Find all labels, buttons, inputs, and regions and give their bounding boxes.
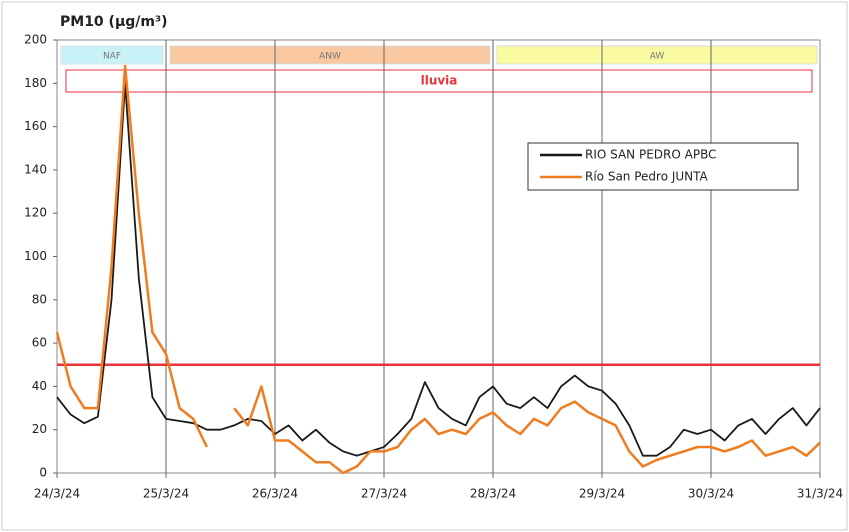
y-tick-label: 100 (24, 249, 47, 263)
x-tick-label: 26/3/24 (252, 487, 298, 501)
x-tick-label: 31/3/24 (797, 487, 843, 501)
y-tick-label: 40 (32, 379, 47, 393)
x-tick-label: 29/3/24 (579, 487, 625, 501)
series-line (56, 82, 821, 457)
series-line (55, 64, 821, 475)
period-band (60, 45, 164, 65)
legend-label: RIO SAN PEDRO APBC (585, 148, 716, 162)
period-band (169, 45, 491, 65)
y-tick-label: 140 (24, 162, 47, 176)
chart-title: PM10 (µg/m³) (60, 14, 168, 30)
x-tick-label: 28/3/24 (470, 487, 516, 501)
y-tick-label: 160 (24, 119, 47, 133)
band-label: ANW (319, 52, 341, 62)
y-tick-label: 200 (24, 33, 47, 47)
y-tick-label: 0 (39, 466, 47, 480)
x-tick-label: 30/3/24 (688, 487, 734, 501)
legend-box (527, 142, 799, 191)
band-label: AW (650, 52, 665, 62)
period-band (496, 45, 818, 65)
band-label: NAF (103, 52, 121, 62)
y-tick-label: 180 (24, 76, 47, 90)
x-tick-label: 24/3/24 (34, 487, 80, 501)
y-tick-label: 60 (32, 336, 47, 350)
x-tick-label: 25/3/24 (143, 487, 189, 501)
plot-area (56, 39, 821, 474)
rain-band (65, 69, 813, 93)
rain-label: lluvia (421, 74, 458, 88)
x-tick-label: 27/3/24 (361, 487, 407, 501)
y-tick-label: 20 (32, 422, 47, 436)
y-tick-label: 80 (32, 292, 47, 306)
legend-label: Río San Pedro JUNTA (585, 170, 709, 184)
y-tick-label: 120 (24, 206, 47, 220)
